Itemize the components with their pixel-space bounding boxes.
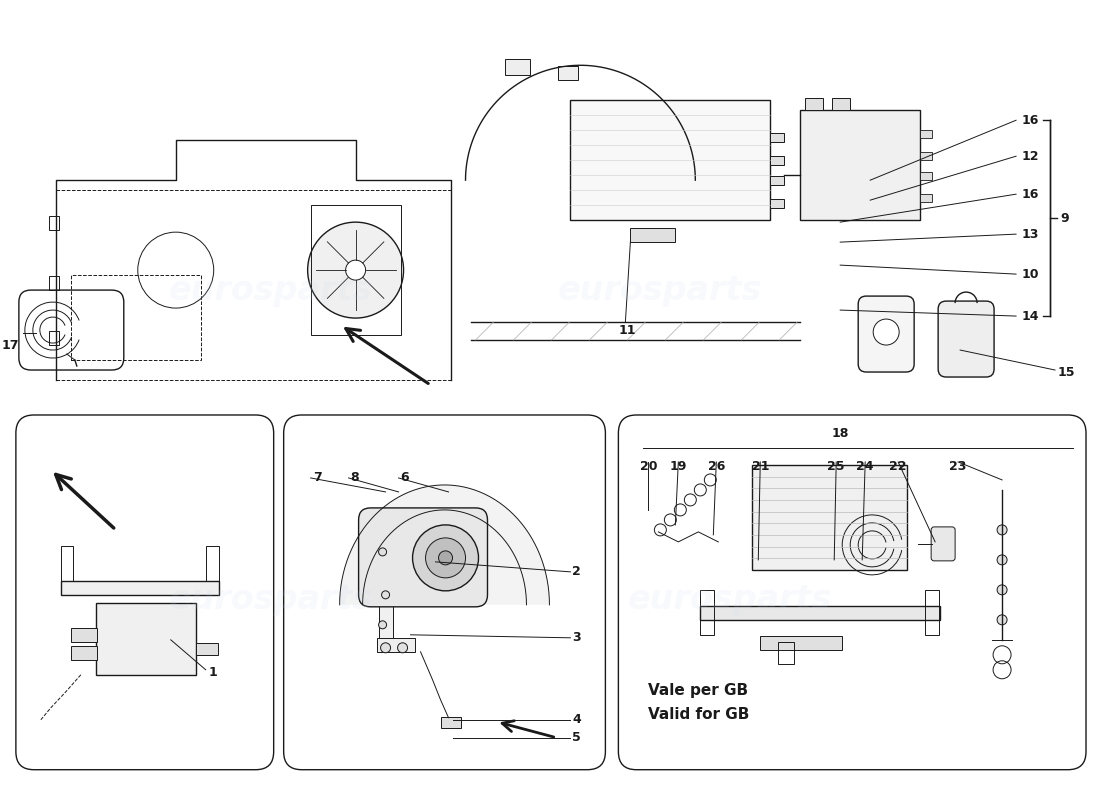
Circle shape [382, 591, 389, 599]
Text: 3: 3 [572, 631, 581, 644]
Bar [196, 643, 218, 654]
Polygon shape [340, 485, 549, 605]
Bar [60, 546, 73, 581]
Circle shape [378, 621, 386, 629]
Text: 26: 26 [707, 460, 725, 473]
Circle shape [412, 525, 478, 591]
FancyBboxPatch shape [858, 296, 914, 372]
Bar [440, 717, 461, 728]
FancyBboxPatch shape [931, 527, 955, 561]
Bar [770, 176, 784, 185]
Text: 6: 6 [400, 471, 409, 485]
Text: 25: 25 [827, 460, 845, 473]
Text: 23: 23 [949, 460, 967, 473]
Text: eurosparts: eurosparts [628, 583, 833, 616]
Text: eurosparts: eurosparts [168, 583, 373, 616]
Bar [70, 275, 200, 360]
Text: 1: 1 [209, 666, 218, 679]
Circle shape [873, 319, 899, 345]
Bar [770, 156, 784, 165]
Text: 24: 24 [857, 460, 873, 473]
Text: 16: 16 [1021, 114, 1038, 126]
Bar [701, 590, 714, 635]
Bar [70, 646, 97, 660]
Bar [48, 276, 58, 290]
Bar [70, 628, 97, 642]
Circle shape [308, 222, 404, 318]
Bar [206, 546, 219, 581]
Bar [920, 152, 932, 160]
Text: 5: 5 [572, 731, 581, 744]
Bar [630, 228, 675, 242]
Circle shape [397, 643, 408, 653]
Bar [571, 100, 770, 220]
Text: 4: 4 [572, 714, 581, 726]
Bar [701, 606, 940, 620]
Circle shape [381, 643, 390, 653]
Circle shape [378, 548, 386, 556]
Text: 7: 7 [312, 471, 321, 485]
Bar [925, 590, 939, 635]
Text: Vale per GB: Vale per GB [648, 683, 748, 698]
Text: 21: 21 [751, 460, 769, 473]
Text: eurosparts: eurosparts [168, 274, 373, 306]
Bar [920, 194, 932, 202]
Circle shape [426, 538, 465, 578]
Text: 11: 11 [618, 323, 636, 337]
Text: Valid for GB: Valid for GB [648, 707, 750, 722]
Circle shape [345, 260, 365, 280]
Text: 9: 9 [1060, 212, 1069, 225]
Text: 20: 20 [639, 460, 657, 473]
Bar [378, 587, 393, 645]
Bar [920, 130, 932, 138]
Text: 10: 10 [1021, 268, 1038, 281]
FancyBboxPatch shape [359, 508, 487, 607]
Bar [506, 59, 530, 75]
Circle shape [997, 555, 1008, 565]
Text: 8: 8 [351, 471, 360, 485]
Text: 17: 17 [1, 338, 19, 351]
Text: 13: 13 [1021, 228, 1038, 241]
Text: 18: 18 [832, 427, 849, 440]
Bar [48, 331, 58, 345]
Bar [833, 98, 850, 110]
Text: 16: 16 [1021, 188, 1038, 201]
Text: 14: 14 [1021, 310, 1038, 322]
Bar [920, 172, 932, 180]
Bar [310, 205, 400, 335]
Text: eurosparts: eurosparts [558, 274, 762, 306]
Circle shape [997, 585, 1008, 595]
Circle shape [997, 615, 1008, 625]
Bar [770, 134, 784, 142]
Bar [779, 642, 794, 664]
Bar [559, 66, 579, 80]
Text: 15: 15 [1058, 366, 1076, 378]
Bar [805, 98, 823, 110]
Bar [48, 216, 58, 230]
Text: 12: 12 [1021, 150, 1038, 162]
Bar [800, 110, 920, 220]
Circle shape [997, 525, 1008, 535]
Text: 19: 19 [670, 460, 688, 473]
Bar [60, 581, 219, 595]
Bar [96, 603, 196, 674]
Text: 2: 2 [572, 566, 581, 578]
Text: 22: 22 [890, 460, 906, 473]
Circle shape [439, 551, 452, 565]
Bar [770, 199, 784, 208]
Bar [376, 638, 415, 652]
Bar [760, 636, 843, 650]
FancyBboxPatch shape [938, 301, 994, 377]
Bar [752, 465, 908, 570]
